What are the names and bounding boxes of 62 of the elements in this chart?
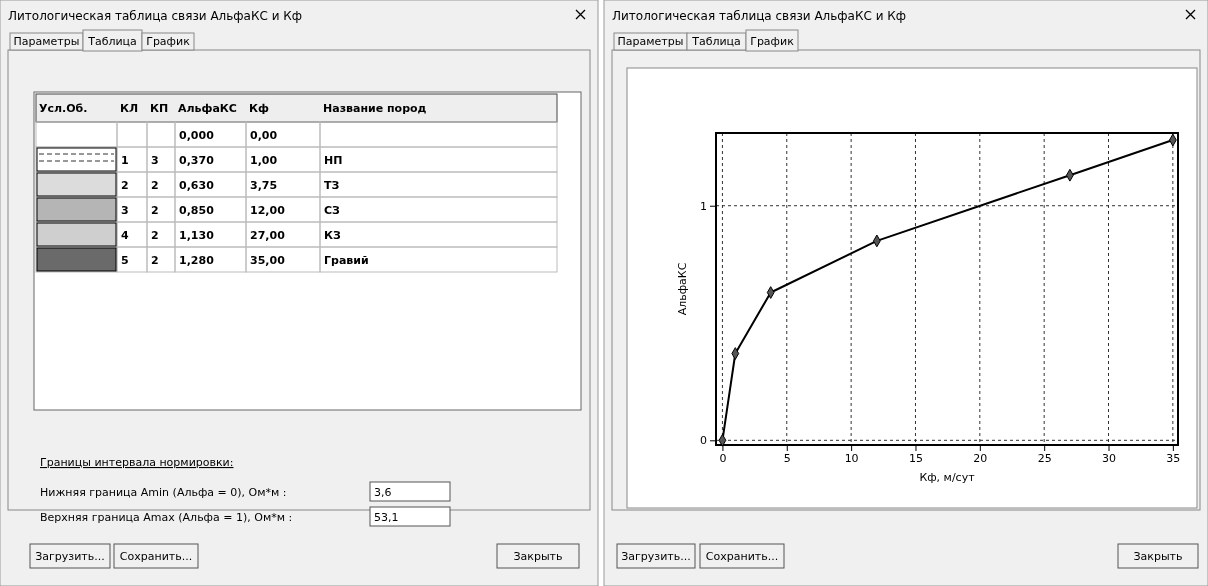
text: 1 — [121, 154, 129, 167]
text: 3,75 — [250, 179, 278, 192]
text: Загрузить... — [35, 550, 105, 563]
text: Параметры — [13, 35, 80, 48]
x-tick-label: 30 — [1102, 451, 1117, 465]
text: 53,1 — [374, 511, 399, 524]
text: 2 — [151, 204, 159, 217]
text: 0,00 — [250, 129, 278, 142]
y-axis-title: АльфаКС — [676, 262, 689, 316]
text: 1,00 — [250, 154, 278, 167]
x-tick-label: 35 — [1166, 451, 1181, 465]
text: Верхняя граница Amax (Альфа = 1), Ом*м : — [40, 511, 293, 524]
text: График — [146, 35, 191, 48]
text: 2 — [121, 179, 129, 192]
text: Гравий — [324, 254, 369, 267]
text: 2 — [151, 229, 159, 242]
text: 4 — [121, 229, 129, 242]
x-tick-label: 20 — [973, 451, 988, 465]
text: 1,130 — [179, 229, 215, 242]
x-axis-title: Кф, м/сут — [919, 471, 976, 484]
text: Усл.Об. — [39, 102, 88, 115]
text: Границы интервала нормировки: — [40, 456, 234, 469]
text: 35,00 — [250, 254, 286, 267]
text: 0,370 — [179, 154, 215, 167]
text: Сохранить... — [119, 550, 193, 563]
text: 0,630 — [179, 179, 215, 192]
x-tick-label: 10 — [844, 451, 859, 465]
text: 1,280 — [179, 254, 215, 267]
text: Сохранить... — [705, 550, 779, 563]
text: Название пород — [323, 102, 427, 115]
x-tick-label: 25 — [1037, 451, 1052, 465]
x-tick-label: 5 — [783, 451, 791, 465]
text: 2 — [151, 179, 159, 192]
chart-title: Литологическая таблица связи АльфаКС и Кф — [612, 9, 907, 23]
text: СЗ — [324, 204, 341, 217]
text: Параметры — [617, 35, 684, 48]
text: 0,850 — [179, 204, 215, 217]
text: 3 — [121, 204, 129, 217]
text: КП — [150, 102, 169, 115]
text: 12,00 — [250, 204, 286, 217]
text: ТЗ — [324, 179, 340, 192]
text: АльфаКС — [178, 102, 237, 115]
text: 0,000 — [179, 129, 215, 142]
text: 27,00 — [250, 229, 286, 242]
text: Нижняя граница Amin (Альфа = 0), Ом*м : — [40, 486, 287, 499]
x-tick-label: 15 — [908, 451, 923, 465]
text: КЗ — [324, 229, 341, 242]
text: Таблица — [87, 35, 137, 48]
text: 5 — [121, 254, 129, 267]
text: 3 — [151, 154, 159, 167]
text: График — [750, 35, 795, 48]
text: 2 — [151, 254, 159, 267]
text: Таблица — [691, 35, 741, 48]
text: Закрыть — [513, 550, 563, 563]
text: Загрузить... — [621, 550, 691, 563]
text: Закрыть — [1133, 550, 1183, 563]
text: Литологическая таблица связи АльфаКС и Кф — [8, 9, 303, 23]
text: НП — [324, 154, 343, 167]
text: 3,6 — [374, 486, 392, 499]
text: Кф — [249, 102, 269, 115]
x-tick-label: 0 — [719, 451, 727, 465]
text: КЛ — [120, 102, 139, 115]
